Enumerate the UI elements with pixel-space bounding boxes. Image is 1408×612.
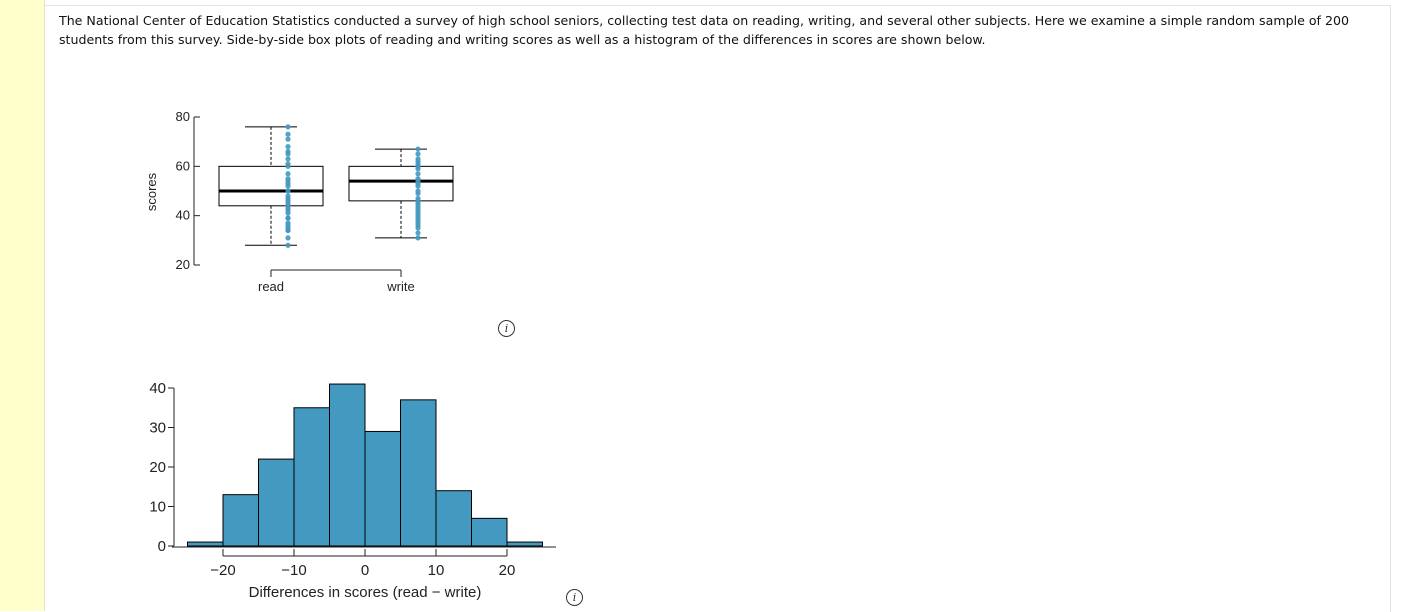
boxplot-data-point <box>285 144 291 150</box>
boxplot-data-point <box>285 193 291 199</box>
boxplot-data-point <box>285 161 291 167</box>
histogram-y-tick-label: 0 <box>158 538 166 555</box>
histogram-bar <box>187 541 224 547</box>
boxplot-data-point <box>285 156 291 162</box>
boxplot-y-axis-title: scores <box>144 172 159 211</box>
histogram-bar <box>222 494 259 547</box>
boxplot-y-tick-label: 20 <box>176 257 190 272</box>
boxplot-data-point <box>285 220 291 226</box>
boxplot-data-point <box>415 156 421 162</box>
boxplot-data-point <box>285 215 291 221</box>
boxplot-data-point <box>285 148 291 155</box>
histogram-bar <box>471 517 508 547</box>
boxplot-data-point <box>415 151 421 157</box>
histogram-bar <box>329 383 366 547</box>
histogram-bar <box>364 430 401 547</box>
side-stripe <box>0 0 45 611</box>
boxplot-data-point <box>415 188 421 194</box>
boxplot-data-point <box>285 242 291 248</box>
boxplot-box-write <box>348 165 454 202</box>
histogram-bar <box>258 458 295 547</box>
histogram-x-tick-label: 10 <box>428 562 445 579</box>
histogram-info-icon[interactable]: i <box>566 589 583 606</box>
boxplot-info-icon[interactable]: i <box>498 320 515 337</box>
problem-intro-text: The National Center of Education Statist… <box>59 13 1350 47</box>
histogram-y-tick-label: 20 <box>149 459 166 476</box>
histogram-y-tick-label: 30 <box>149 420 166 437</box>
boxplot-group-label-read: read <box>258 279 284 294</box>
boxplot-data-point <box>285 188 291 194</box>
boxplot-data-point <box>285 235 291 241</box>
histogram-y-tick-label: 10 <box>149 499 166 516</box>
histogram-x-axis-title: Differences in scores (read − write) <box>249 584 482 601</box>
boxplot-data-point <box>415 230 421 236</box>
boxplot-y-tick-label: 80 <box>176 109 190 124</box>
boxplot-data-point <box>285 176 291 182</box>
boxplot-group-label-write: write <box>386 279 414 294</box>
boxplot-data-point <box>415 195 421 201</box>
boxplot-data-point <box>415 235 421 241</box>
histogram-x-tick-label: 20 <box>499 562 516 579</box>
boxplot-data-point <box>285 136 291 142</box>
boxplot-data-point <box>285 171 291 177</box>
histogram-bar <box>400 399 437 547</box>
histogram-bar <box>293 407 330 547</box>
boxplot-y-tick-label: 60 <box>176 158 190 173</box>
content-frame <box>45 5 1391 612</box>
histogram-x-tick-label: −10 <box>281 562 306 579</box>
histogram-bar <box>506 541 543 547</box>
boxplot-box-read <box>218 165 324 207</box>
boxplot-data-point <box>415 171 421 177</box>
histogram-bar <box>435 490 472 547</box>
boxplot-data-point <box>285 131 291 137</box>
boxplot-data-point <box>415 176 421 182</box>
histogram-y-tick-label: 40 <box>149 380 166 397</box>
histogram-x-tick-label: 0 <box>361 562 369 579</box>
histogram-chart: 0 10 20 30 40 −20 −10 0 10 20 Differences in score… <box>149 380 556 601</box>
histogram-x-tick-label: −20 <box>210 562 235 579</box>
boxplot-y-tick-label: 40 <box>176 208 190 223</box>
boxplot-data-point <box>415 146 421 152</box>
boxplot-chart: 20 40 60 80 scores read write <box>144 109 454 294</box>
boxplot-data-point <box>285 124 291 130</box>
